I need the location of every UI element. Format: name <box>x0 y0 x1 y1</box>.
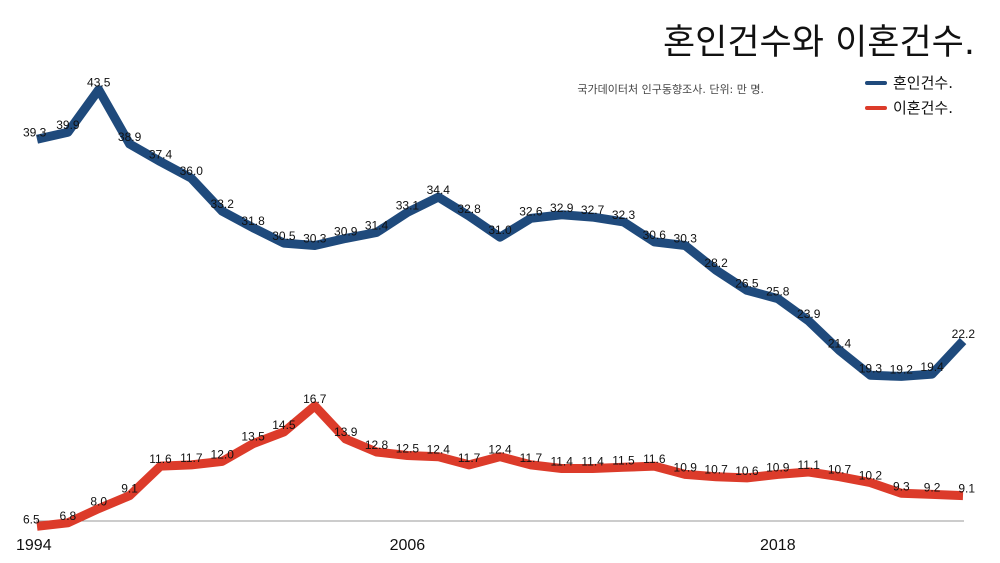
data-label-layer: 39.3 39.9 43.5 38.9 37.4 36.0 33.2 31.8 30.5 30.3… <box>23 76 975 527</box>
data-label-divorce-2023: 9.2 <box>924 480 941 494</box>
data-label-marriage-2000: 33.2 <box>211 197 235 211</box>
data-label-marriage-2017: 26.5 <box>735 276 759 290</box>
data-label-divorce-2014: 11.6 <box>643 452 666 466</box>
data-label-marriage-2004: 30.9 <box>334 224 358 238</box>
data-label-divorce-1997: 9.1 <box>121 482 138 496</box>
data-label-marriage-2013: 32.3 <box>612 208 636 222</box>
data-label-divorce-1995: 6.8 <box>60 509 77 523</box>
data-label-marriage-1995: 39.9 <box>56 118 80 132</box>
data-label-marriage-2012: 32.7 <box>581 203 605 217</box>
data-label-divorce-2006: 12.5 <box>396 442 420 456</box>
data-label-marriage-2008: 32.8 <box>457 202 481 216</box>
data-label-marriage-1998: 37.4 <box>149 148 173 162</box>
data-label-marriage-2023: 19.4 <box>920 360 944 374</box>
data-label-marriage-2011: 32.9 <box>550 201 574 215</box>
data-label-marriage-2014: 30.6 <box>643 228 667 242</box>
data-label-divorce-2017: 10.6 <box>735 464 759 478</box>
x-axis-ticks: 1994 2006 2018 <box>16 537 796 554</box>
legend-label-marriage: 혼인건수. <box>893 74 953 92</box>
data-label-marriage-2001: 31.8 <box>241 214 265 228</box>
x-tick-2006: 2006 <box>390 537 426 554</box>
data-label-marriage-2015: 30.3 <box>674 232 698 246</box>
data-label-marriage-2006: 33.1 <box>396 198 420 212</box>
chart-title: 혼인건수와 이혼건수. <box>663 23 975 63</box>
data-label-divorce-2018: 10.9 <box>766 460 790 474</box>
data-label-divorce-2008: 11.7 <box>458 451 481 465</box>
data-label-divorce-2005: 12.8 <box>365 438 389 452</box>
data-label-marriage-2016: 28.2 <box>704 256 728 270</box>
data-label-divorce-2004: 13.9 <box>334 425 358 439</box>
data-label-divorce-1994: 6.5 <box>23 512 40 526</box>
series-line-marriage <box>35 85 967 381</box>
x-tick-2018: 2018 <box>760 537 796 554</box>
data-label-divorce-2012: 11.4 <box>581 455 604 469</box>
data-label-divorce-2000: 12.0 <box>211 447 235 461</box>
data-label-divorce-2019: 11.1 <box>797 458 820 472</box>
data-label-divorce-1998: 11.6 <box>149 452 172 466</box>
data-label-marriage-1999: 36.0 <box>180 164 204 178</box>
data-label-marriage-2018: 25.8 <box>766 285 790 299</box>
chart-source-note: 국가데이터처 인구동향조사. 단위: 만 명. <box>577 83 764 96</box>
data-label-marriage-2005: 31.4 <box>365 219 389 233</box>
data-label-marriage-2010: 32.6 <box>519 204 543 218</box>
data-label-marriage-1994: 39.3 <box>23 125 47 139</box>
data-label-divorce-2009: 12.4 <box>488 443 512 457</box>
data-label-marriage-1997: 38.9 <box>118 130 142 144</box>
data-label-marriage-2009: 31.0 <box>488 223 512 237</box>
data-label-divorce-2015: 10.9 <box>674 460 698 474</box>
legend-label-divorce: 이혼건수. <box>893 99 953 117</box>
data-label-marriage-2002: 30.5 <box>272 229 296 243</box>
data-label-divorce-2003: 16.7 <box>303 392 327 406</box>
data-label-marriage-2007: 34.4 <box>427 183 451 197</box>
data-label-marriage-1996: 43.5 <box>87 76 111 90</box>
series-line-divorce <box>36 401 964 531</box>
data-label-divorce-2002: 14.5 <box>272 418 296 432</box>
data-label-marriage-2021: 19.3 <box>859 361 883 375</box>
data-label-divorce-1999: 11.7 <box>180 451 203 465</box>
x-tick-1994: 1994 <box>16 537 52 554</box>
data-label-divorce-2024: 9.1 <box>958 482 975 496</box>
data-label-divorce-2011: 11.4 <box>550 455 573 469</box>
legend: 혼인건수. 이혼건수. <box>865 74 953 117</box>
data-label-divorce-2020: 10.7 <box>828 463 852 477</box>
series-layer <box>35 85 967 531</box>
data-label-marriage-2022: 19.2 <box>890 362 914 376</box>
data-label-divorce-2022: 9.3 <box>893 479 910 493</box>
data-label-divorce-1996: 8.0 <box>90 495 107 509</box>
data-label-marriage-2019: 23.9 <box>797 307 821 321</box>
data-label-marriage-2024: 22.2 <box>952 327 976 341</box>
data-label-divorce-2021: 10.2 <box>859 469 883 483</box>
data-label-divorce-2001: 13.5 <box>241 430 265 444</box>
data-label-divorce-2010: 11.7 <box>520 451 543 465</box>
data-label-divorce-2016: 10.7 <box>704 463 728 477</box>
data-label-marriage-2003: 30.3 <box>303 232 327 246</box>
data-label-divorce-2013: 11.5 <box>612 453 635 467</box>
data-label-divorce-2007: 12.4 <box>427 443 451 457</box>
data-label-marriage-2020: 21.4 <box>828 337 852 351</box>
